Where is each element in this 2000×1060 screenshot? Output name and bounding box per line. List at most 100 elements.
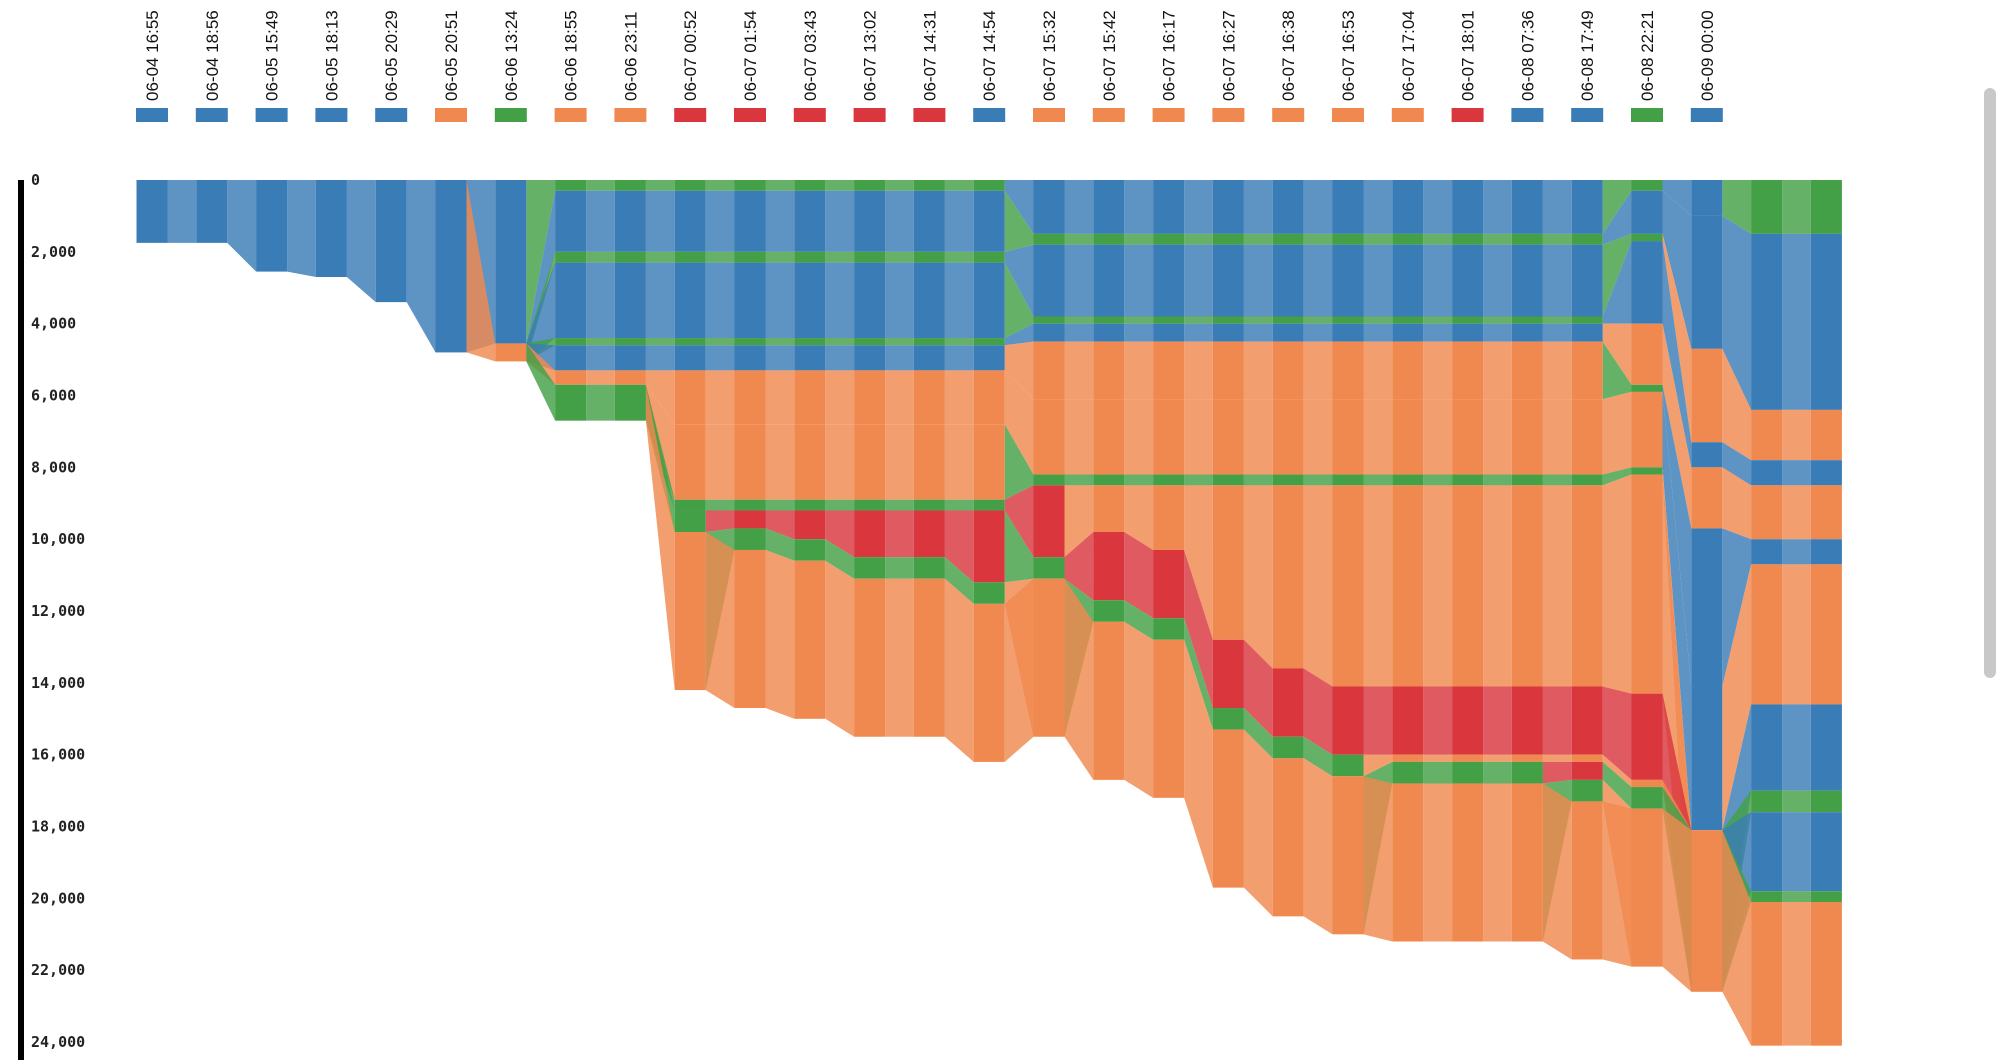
column-segment bbox=[1810, 704, 1842, 791]
timestamp-color-key[interactable] bbox=[1272, 108, 1305, 122]
timestamp-color-key[interactable] bbox=[1092, 108, 1125, 122]
column-segment bbox=[1631, 233, 1663, 242]
flow-link bbox=[1064, 180, 1094, 234]
flow-link bbox=[705, 190, 735, 252]
timestamp-color-key[interactable] bbox=[494, 108, 527, 122]
timestamp-color-key[interactable] bbox=[1451, 108, 1484, 122]
vertical-scrollbar[interactable] bbox=[1966, 0, 2000, 1060]
flow-link bbox=[1782, 233, 1811, 410]
column-segment bbox=[256, 180, 288, 272]
timestamp-label: 06-08 17:49 bbox=[1578, 10, 1597, 101]
flow-link bbox=[1243, 729, 1273, 917]
timestamp-color-key[interactable] bbox=[793, 108, 826, 122]
timestamp-color-key[interactable] bbox=[375, 108, 408, 122]
flow-link bbox=[1004, 510, 1034, 583]
timestamp-color-key[interactable] bbox=[1690, 108, 1723, 122]
y-tick-label: 4,000 bbox=[31, 315, 76, 333]
flow-link bbox=[1303, 668, 1333, 755]
flow-link bbox=[1602, 474, 1632, 694]
timestamp-color-key[interactable] bbox=[973, 108, 1006, 122]
timestamp-color-key[interactable] bbox=[853, 108, 886, 122]
flow-link bbox=[1124, 180, 1154, 234]
flow-link bbox=[885, 180, 914, 191]
column-segment bbox=[854, 370, 886, 425]
column-segment bbox=[1631, 241, 1663, 324]
column-segment bbox=[1691, 686, 1723, 831]
column-segment bbox=[1691, 215, 1723, 349]
timestamp-color-key[interactable] bbox=[315, 108, 348, 122]
flow-link bbox=[1184, 180, 1213, 234]
column-segment bbox=[913, 338, 945, 346]
flow-link bbox=[586, 180, 615, 191]
timestamp-color-key[interactable] bbox=[913, 108, 946, 122]
flow-link bbox=[645, 370, 675, 425]
timestamp-color-key[interactable] bbox=[614, 108, 647, 122]
flow-link bbox=[1184, 549, 1213, 709]
flow-link bbox=[1483, 341, 1512, 400]
flow-link bbox=[765, 424, 795, 500]
column-segment bbox=[1452, 485, 1484, 687]
column-segment bbox=[1810, 790, 1842, 813]
flow-link bbox=[1423, 180, 1453, 234]
column-segment bbox=[854, 251, 886, 263]
timestamp-color-key[interactable] bbox=[1391, 108, 1424, 122]
column-segment bbox=[1272, 758, 1304, 917]
column-segment bbox=[854, 510, 886, 558]
flow-link bbox=[765, 180, 795, 191]
column-segment bbox=[1631, 190, 1663, 234]
column-segment bbox=[854, 262, 886, 339]
flow-link bbox=[586, 338, 615, 346]
flow-link bbox=[1184, 316, 1213, 324]
timestamp-color-key[interactable] bbox=[674, 108, 707, 122]
column-segment bbox=[1810, 539, 1842, 565]
timestamp-color-key[interactable] bbox=[136, 108, 168, 122]
timestamp-color-key[interactable] bbox=[1212, 108, 1245, 122]
flow-link bbox=[885, 370, 914, 425]
flow-link bbox=[825, 370, 855, 425]
flow-link bbox=[1782, 812, 1811, 892]
timestamp-color-key[interactable] bbox=[1152, 108, 1185, 122]
y-tick-label: 18,000 bbox=[31, 818, 85, 836]
flow-link bbox=[645, 262, 675, 339]
flow-link bbox=[1303, 736, 1333, 777]
column-segment bbox=[1212, 316, 1244, 324]
column-segment bbox=[495, 180, 527, 344]
column-segment bbox=[1511, 686, 1543, 755]
timestamp-color-key[interactable] bbox=[1033, 108, 1065, 122]
column-segment bbox=[674, 180, 706, 191]
column-segment bbox=[1691, 830, 1723, 992]
column-segment bbox=[1392, 485, 1424, 687]
flow-link bbox=[1124, 316, 1154, 324]
timestamp-color-key[interactable] bbox=[734, 108, 766, 122]
flow-link bbox=[1303, 244, 1333, 317]
column-segment bbox=[794, 499, 826, 511]
timestamp-color-key[interactable] bbox=[195, 108, 228, 122]
flow-link bbox=[825, 262, 855, 339]
column-segment bbox=[1511, 316, 1543, 324]
column-segment bbox=[1631, 391, 1663, 468]
flow-link bbox=[944, 424, 974, 500]
flow-link bbox=[765, 190, 795, 252]
flow-link bbox=[1542, 341, 1572, 400]
flow-link bbox=[765, 510, 795, 540]
column-segment bbox=[794, 370, 826, 425]
flow-link bbox=[885, 557, 914, 579]
flow-link bbox=[1303, 180, 1333, 234]
flow-link bbox=[705, 338, 735, 346]
column-segment bbox=[1810, 460, 1842, 486]
column-segment bbox=[1631, 323, 1663, 385]
flow-link bbox=[1483, 761, 1512, 784]
flow-link bbox=[825, 424, 855, 500]
timestamp-color-key[interactable] bbox=[1511, 108, 1544, 122]
flow-link bbox=[765, 338, 795, 346]
column-segment bbox=[1153, 316, 1185, 324]
timestamp-color-key[interactable] bbox=[1631, 108, 1663, 122]
timestamp-color-key[interactable] bbox=[1571, 108, 1604, 122]
timestamp-color-key[interactable] bbox=[1332, 108, 1364, 122]
timestamp-color-key[interactable] bbox=[435, 108, 467, 122]
column-segment bbox=[1332, 754, 1364, 777]
timestamp-color-key[interactable] bbox=[255, 108, 288, 122]
column-segment bbox=[1392, 686, 1424, 755]
scrollbar-thumb[interactable] bbox=[1984, 88, 1996, 678]
timestamp-color-key[interactable] bbox=[554, 108, 587, 122]
